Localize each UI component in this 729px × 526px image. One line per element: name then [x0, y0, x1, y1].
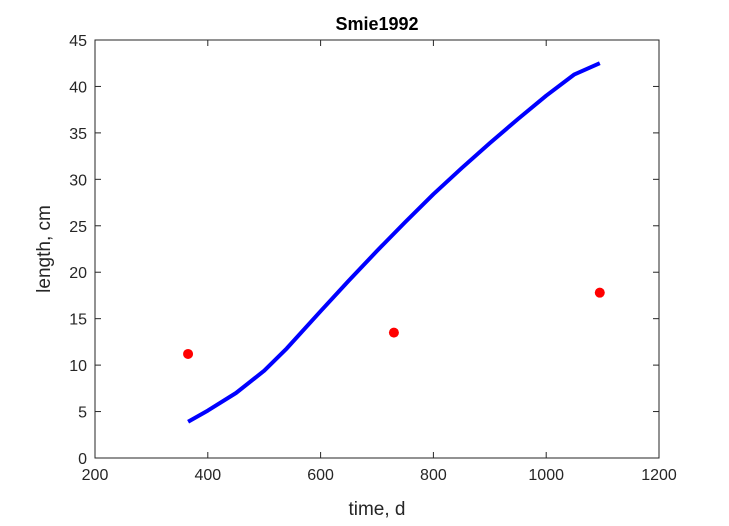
y-tick-label: 25 [69, 219, 87, 236]
y-axis-label: length, cm [34, 205, 55, 293]
x-tick-labels: 200 400 600 800 1000 1200 [82, 467, 677, 484]
data-point [594, 287, 605, 298]
axes-frame [94, 39, 660, 459]
x-tick-label: 600 [307, 467, 334, 484]
y-tick-label: 0 [78, 451, 87, 468]
x-axis-label: time, d [348, 499, 405, 520]
x-tick-label: 1200 [641, 467, 677, 484]
x-tick-label: 1000 [528, 467, 564, 484]
y-tick-label: 5 [78, 405, 87, 422]
model-curve-line [187, 61, 601, 424]
y-tick-label: 30 [69, 172, 87, 189]
axis-ticks [94, 39, 660, 459]
y-tick-labels: 0 5 10 15 20 25 30 35 40 45 [69, 33, 87, 468]
x-tick-label: 800 [420, 467, 447, 484]
chart-title: Smie1992 [335, 14, 418, 34]
data-point [183, 348, 194, 359]
x-tick-label: 200 [82, 467, 109, 484]
y-tick-label: 45 [69, 33, 87, 50]
y-tick-label: 40 [69, 79, 87, 96]
series-group [183, 61, 605, 424]
y-tick-label: 10 [69, 358, 87, 375]
axes-box [94, 39, 660, 459]
data-point [388, 327, 399, 338]
y-tick-label: 35 [69, 126, 87, 143]
x-tick-label: 400 [194, 467, 221, 484]
y-tick-label: 15 [69, 312, 87, 329]
y-tick-label: 20 [69, 265, 87, 282]
